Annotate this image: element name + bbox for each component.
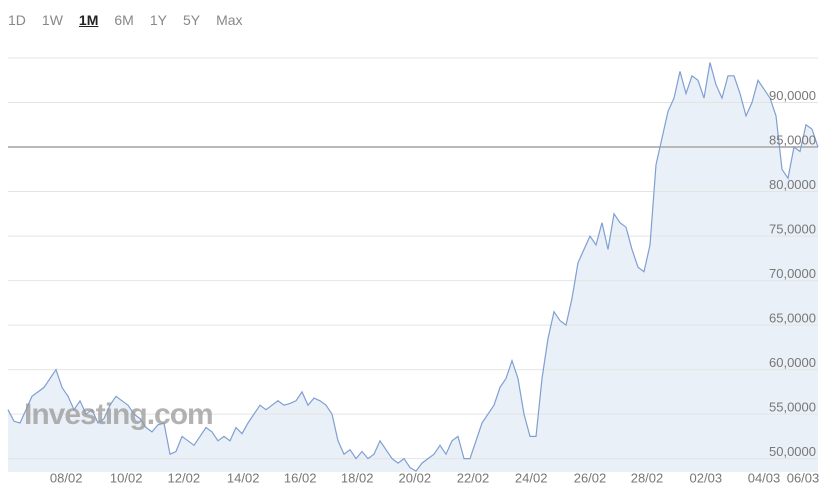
range-button[interactable]: 6M [114, 12, 134, 28]
x-tick-label: 16/02 [284, 470, 317, 485]
y-tick-label: 55,0000 [769, 400, 816, 415]
y-tick-label: 90,0000 [769, 88, 816, 103]
x-tick-label: 02/03 [690, 470, 723, 485]
range-button[interactable]: Max [216, 12, 243, 28]
x-tick-label: 06/03 [787, 470, 820, 485]
x-tick-label: 24/02 [515, 470, 548, 485]
x-tick-label: 28/02 [631, 470, 664, 485]
range-button[interactable]: 1D [8, 12, 26, 28]
range-button[interactable]: 1Y [149, 12, 167, 28]
y-tick-label: 65,0000 [769, 311, 816, 326]
y-tick-label: 85,0000 [769, 132, 816, 147]
x-tick-label: 04/03 [748, 470, 781, 485]
range-button[interactable]: 1W [41, 12, 63, 28]
x-tick-label: 12/02 [168, 470, 201, 485]
range-button[interactable]: 5Y [182, 12, 201, 28]
y-tick-label: 80,0000 [769, 177, 816, 192]
range-selector: 1D 1W 1M 6M 1Y 5Y Max [0, 10, 251, 30]
x-tick-label: 14/02 [227, 470, 260, 485]
price-line [7, 62, 819, 472]
y-tick-label: 60,0000 [769, 355, 816, 370]
x-tick-label: 26/02 [574, 470, 607, 485]
x-tick-label: 20/02 [399, 470, 432, 485]
y-tick-label: 50,0000 [769, 444, 816, 459]
y-tick-label: 70,0000 [769, 266, 816, 281]
x-tick-label: 18/02 [341, 470, 374, 485]
x-tick-label: 10/02 [110, 470, 143, 485]
watermark: Investing.com [24, 398, 213, 431]
x-tick-label: 22/02 [457, 470, 490, 485]
range-button[interactable]: 1M [78, 12, 99, 28]
y-tick-label: 75,0000 [769, 222, 816, 237]
x-tick-label: 08/02 [50, 470, 83, 485]
